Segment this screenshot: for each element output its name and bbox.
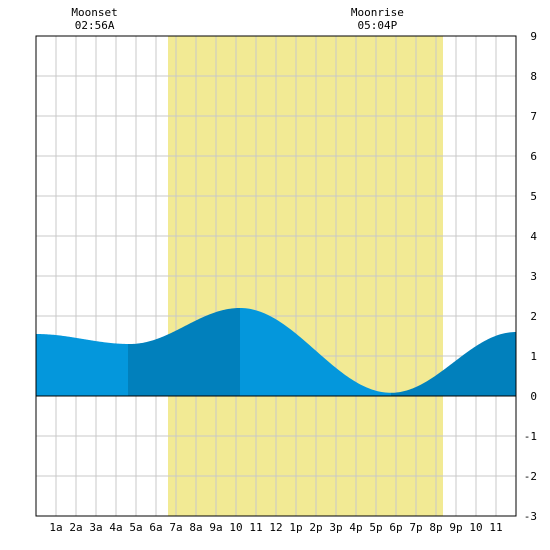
- x-tick-label: 5a: [129, 521, 142, 534]
- y-tick-label: 7: [530, 110, 537, 123]
- x-tick-label: 10: [229, 521, 242, 534]
- x-tick-label: 11: [249, 521, 262, 534]
- x-tick-label: 9a: [209, 521, 222, 534]
- x-tick-label: 4a: [109, 521, 122, 534]
- y-tick-label: 8: [530, 70, 537, 83]
- y-tick-label: 1: [530, 350, 537, 363]
- tide-segment: [128, 308, 240, 396]
- x-tick-label: 2p: [309, 521, 322, 534]
- y-tick-label: 6: [530, 150, 537, 163]
- y-tick-label: 5: [530, 190, 537, 203]
- x-tick-label: 2a: [69, 521, 82, 534]
- y-tick-label: -1: [524, 430, 537, 443]
- x-tick-label: 12: [269, 521, 282, 534]
- x-tick-label: 6a: [149, 521, 162, 534]
- tide-segment: [36, 334, 128, 396]
- grid: [36, 35, 516, 517]
- x-tick-label: 3a: [89, 521, 102, 534]
- x-tick-label: 5p: [369, 521, 382, 534]
- x-tick-label: 8p: [429, 521, 442, 534]
- plot-frame: [35, 35, 517, 517]
- moon-event-time: 05:04P: [358, 19, 398, 32]
- y-tick-label: 3: [530, 270, 537, 283]
- y-tick-label: -3: [524, 510, 537, 523]
- x-tick-label: 11: [489, 521, 502, 534]
- x-tick-label: 9p: [449, 521, 462, 534]
- y-tick-label: 4: [530, 230, 537, 243]
- moon-event-time: 02:56A: [75, 19, 115, 32]
- x-axis-ticks: 1a 2a 3a 4a 5a 6a 7a 8a 9a 10 11 12 1p 2p 3p 4p 5p 6p 7p 8p…: [49, 521, 502, 534]
- y-axis-ticks: -3 -2 -1 0 1 2 3 4 5 6 7 8 9: [524, 30, 538, 523]
- moon-event-label: Moonset: [71, 6, 117, 19]
- x-tick-label: 3p: [329, 521, 342, 534]
- y-tick-label: 0: [530, 390, 537, 403]
- x-tick-label: 6p: [389, 521, 402, 534]
- x-tick-label: 8a: [189, 521, 202, 534]
- y-tick-label: 9: [530, 30, 537, 43]
- x-tick-label: 1a: [49, 521, 62, 534]
- tide-segment: [391, 332, 516, 396]
- y-tick-label: -2: [524, 470, 537, 483]
- x-tick-label: 7p: [409, 521, 422, 534]
- x-tick-label: 10: [469, 521, 482, 534]
- x-tick-label: 7a: [169, 521, 182, 534]
- x-tick-label: 1p: [289, 521, 302, 534]
- tide-area: [36, 308, 516, 396]
- y-tick-label: 2: [530, 310, 537, 323]
- x-tick-label: 4p: [349, 521, 362, 534]
- tide-segment: [240, 308, 391, 396]
- moon-event-label: Moonrise: [351, 6, 404, 19]
